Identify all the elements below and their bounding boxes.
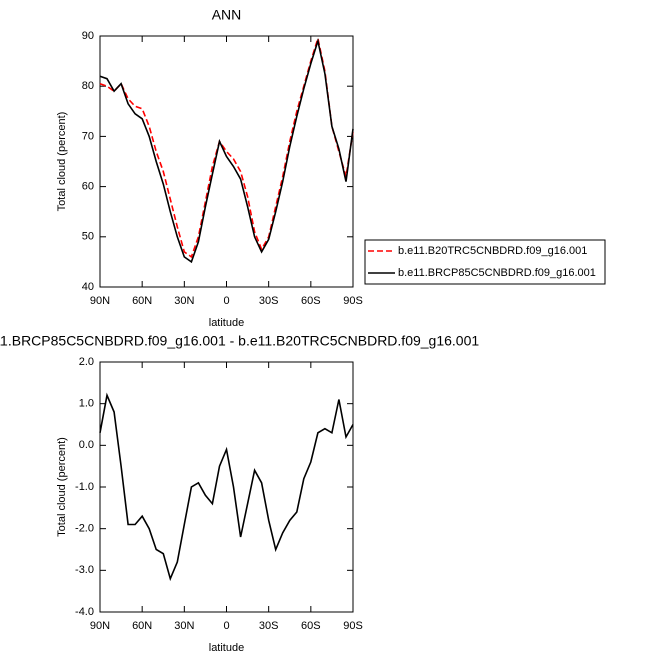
y-tick-label: -2.0 bbox=[75, 523, 94, 535]
y-axis-label: Total cloud (percent) bbox=[56, 437, 68, 537]
x-tick-label: 90S bbox=[343, 620, 363, 632]
x-tick-label: 60S bbox=[301, 620, 321, 632]
series-line bbox=[99, 35, 354, 259]
chart-title: b.e11.BRCP85C5CNBDRD.f09_g16.001 - b.e11… bbox=[0, 333, 479, 349]
y-tick-label: 50 bbox=[82, 231, 94, 243]
x-tick-label: 30N bbox=[174, 295, 194, 307]
y-tick-label: 70 bbox=[82, 130, 94, 142]
series-line bbox=[99, 37, 354, 264]
legend-box bbox=[364, 239, 606, 285]
x-tick-label: 60S bbox=[301, 295, 321, 307]
legend-label: b.e11.BRCP85C5CNBDRD.f09_g16.001 bbox=[398, 267, 596, 279]
legend-label: b.e11.B20TRC5CNBDRD.f09_g16.001 bbox=[398, 245, 587, 257]
x-tick-label: 0 bbox=[223, 295, 229, 307]
y-tick-label: -3.0 bbox=[75, 564, 94, 576]
y-tick-label: -1.0 bbox=[75, 481, 94, 493]
y-tick-label: 80 bbox=[82, 80, 94, 92]
plot-frame bbox=[99, 361, 354, 613]
y-tick-label: -4.0 bbox=[75, 606, 94, 618]
x-axis-label: latitude bbox=[209, 642, 244, 654]
x-axis-label: latitude bbox=[209, 317, 244, 329]
y-tick-label: 90 bbox=[82, 30, 94, 42]
y-axis-label: Total cloud (percent) bbox=[56, 112, 68, 212]
x-tick-label: 30S bbox=[259, 295, 279, 307]
x-tick-label: 90N bbox=[90, 620, 110, 632]
x-tick-label: 60N bbox=[132, 620, 152, 632]
x-tick-label: 30N bbox=[174, 620, 194, 632]
x-tick-label: 30S bbox=[259, 620, 279, 632]
series-line bbox=[99, 392, 354, 582]
y-tick-label: 1.0 bbox=[79, 398, 94, 410]
chart-title: ANN bbox=[212, 7, 242, 23]
x-tick-label: 90S bbox=[343, 295, 363, 307]
x-tick-label: 0 bbox=[223, 620, 229, 632]
y-tick-label: 0.0 bbox=[79, 439, 94, 451]
y-tick-label: 2.0 bbox=[79, 356, 94, 368]
y-tick-label: 60 bbox=[82, 181, 94, 193]
y-tick-label: 40 bbox=[82, 281, 94, 293]
x-tick-label: 60N bbox=[132, 295, 152, 307]
x-tick-label: 90N bbox=[90, 295, 110, 307]
plot-frame bbox=[99, 35, 354, 288]
